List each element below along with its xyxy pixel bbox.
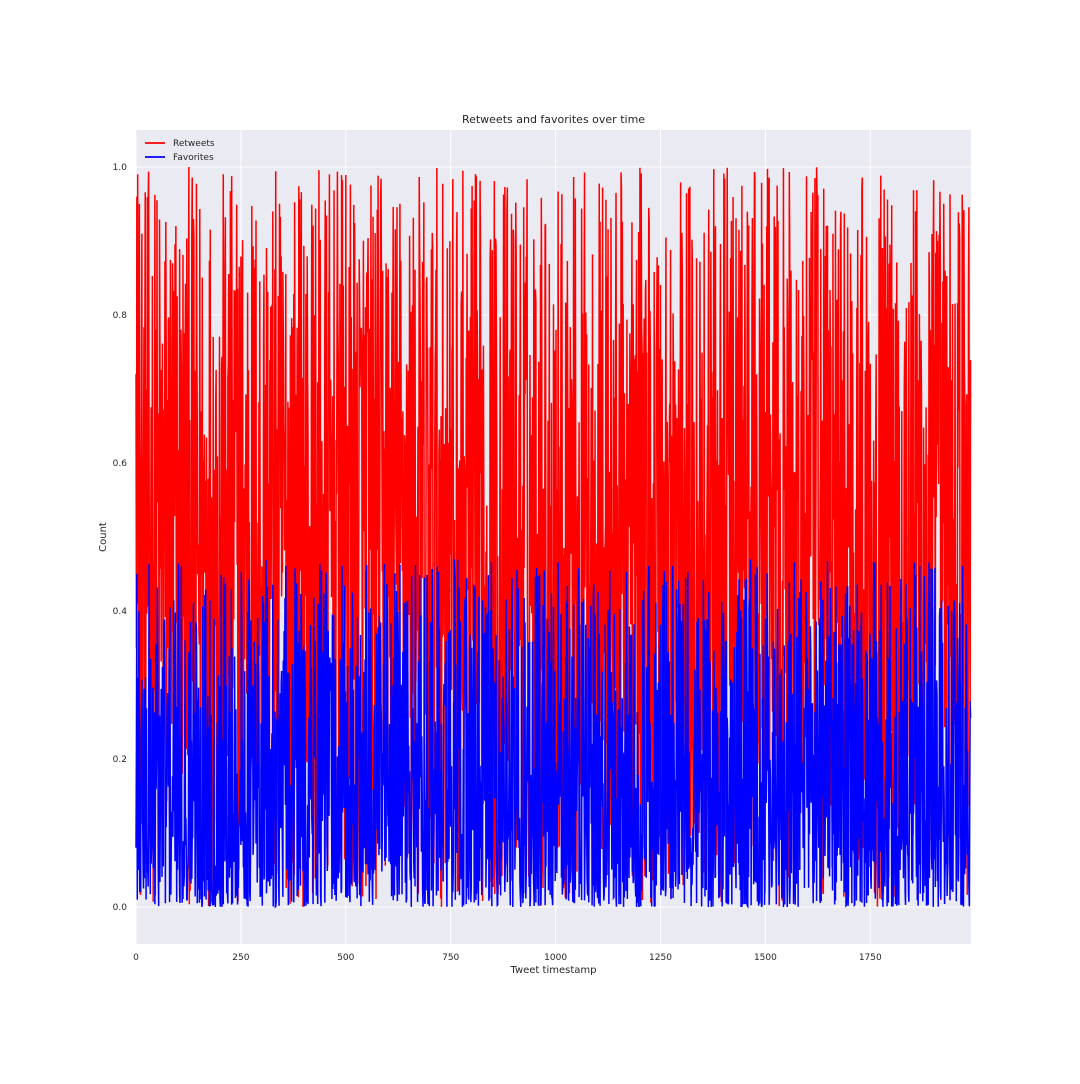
y-tick-label: 1.0 (113, 163, 128, 173)
x-tick-label: 1500 (754, 953, 777, 963)
x-tick-label: 500 (337, 953, 354, 963)
y-tick-label: 0.0 (113, 903, 128, 913)
x-tick-label: 1750 (859, 953, 882, 963)
x-tick-label: 1250 (649, 953, 672, 963)
y-tick-label: 0.8 (113, 311, 128, 321)
y-tick-label: 0.2 (113, 755, 127, 765)
chart-title: Retweets and favorites over time (462, 113, 645, 126)
x-tick-label: 750 (442, 953, 459, 963)
series-group (135, 167, 972, 909)
legend-label-favorites: Favorites (173, 153, 214, 163)
x-tick-label: 0 (133, 953, 139, 963)
axes: 0 250 500 750 1000 1250 1500 1750 0.0 0.2 0.4 0.6 0.… (113, 163, 882, 963)
y-tick-label: 0.4 (113, 607, 128, 617)
series-line-favorites (135, 559, 972, 909)
x-tick-label: 250 (232, 953, 249, 963)
legend-label-retweets: Retweets (173, 139, 215, 149)
y-tick-label: 0.6 (113, 459, 128, 469)
y-axis-label: Count (98, 522, 109, 552)
x-tick-label: 1000 (544, 953, 567, 963)
legend: Retweets Favorites (145, 139, 215, 163)
x-axis-label: Tweet timestamp (510, 965, 597, 976)
